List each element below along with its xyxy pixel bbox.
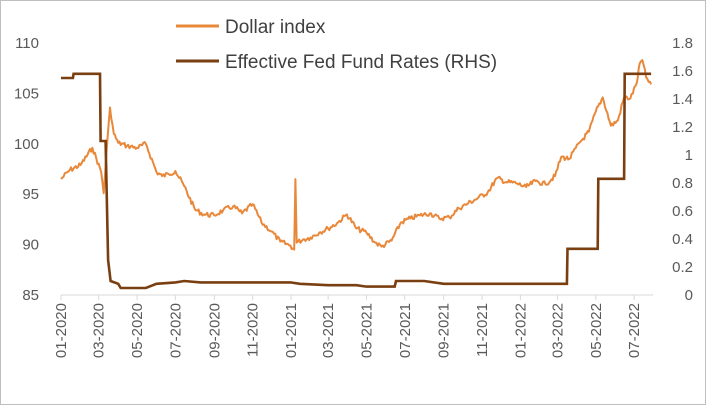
x-tick-label: 01-2020 — [53, 303, 70, 358]
x-tick-label: 01-2021 — [283, 303, 300, 358]
left-axis-tick-label: 100 — [14, 136, 39, 153]
right-axis-tick-label: 0.2 — [672, 259, 693, 276]
x-tick-label: 11-2021 — [474, 303, 491, 357]
right-axis-tick-label: 1.4 — [672, 91, 693, 108]
x-tick-label: 07-2020 — [167, 303, 184, 358]
left-axis-tick-label: 105 — [14, 85, 39, 102]
x-tick-label: 01-2022 — [512, 303, 529, 358]
right-axis-tick-labels: 0 0.2 0.4 0.6 0.8 1 1.2 1.4 1.6 1.8 — [672, 35, 693, 304]
x-tick-marks — [60, 295, 635, 300]
left-axis-tick-labels: 85 90 95 100 105 110 — [14, 35, 39, 304]
x-tick-label: 05-2022 — [588, 303, 605, 358]
series-line-effective-fed-fund-rates — [61, 72, 652, 290]
x-tick-label: 05-2020 — [129, 303, 146, 358]
x-tick-labels: 01-2020 03-2020 05-2020 07-2020 09-2020 11-20… — [53, 303, 643, 358]
x-tick-label: 11-2020 — [245, 303, 262, 357]
legend-label-dollar-index: Dollar index — [225, 17, 326, 38]
legend-label-effective-fed-fund-rates: Effective Fed Fund Rates (RHS) — [225, 52, 497, 73]
right-axis-tick-label: 0.6 — [672, 203, 693, 220]
right-axis-tick-label: 0.4 — [672, 231, 693, 248]
x-tick-label: 05-2021 — [358, 303, 375, 358]
series-line-dollar-index — [60, 59, 653, 251]
legend: Dollar index Effective Fed Fund Rates (R… — [176, 17, 497, 73]
x-tick-label: 03-2022 — [549, 303, 566, 358]
right-axis-tick-label: 1.6 — [672, 63, 693, 80]
x-tick-label: 07-2021 — [397, 303, 414, 358]
right-axis-tick-label: 1.2 — [672, 119, 693, 136]
right-axis-tick-label: 1 — [685, 147, 693, 164]
x-tick-label: 09-2020 — [206, 303, 223, 358]
x-tick-label: 07-2022 — [626, 303, 643, 358]
right-axis-tick-label: 1.8 — [672, 35, 693, 52]
x-tick-label: 09-2021 — [436, 303, 453, 358]
right-axis-tick-label: 0 — [685, 287, 693, 304]
x-tick-label: 03-2020 — [91, 303, 108, 358]
x-tick-label: 03-2021 — [320, 303, 337, 358]
right-axis-tick-label: 0.8 — [672, 175, 693, 192]
left-axis-tick-label: 85 — [22, 287, 39, 304]
left-axis-tick-label: 95 — [22, 186, 39, 203]
left-axis-tick-label: 110 — [15, 35, 39, 52]
left-axis-tick-label: 90 — [22, 237, 39, 254]
